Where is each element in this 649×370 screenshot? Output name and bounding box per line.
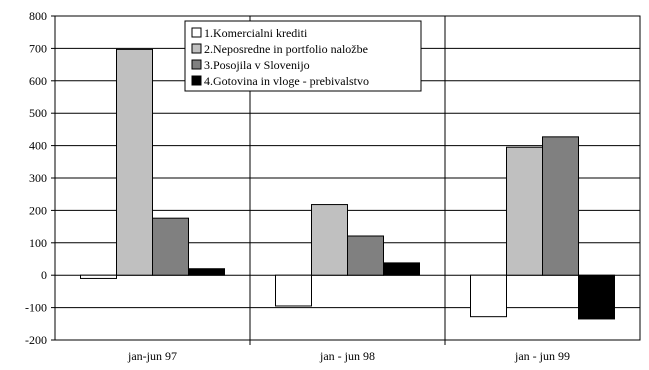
bar: [578, 274, 615, 320]
bar: [347, 235, 384, 276]
category-label: jan - jun 98: [319, 349, 375, 363]
y-tick-label: 700: [29, 41, 47, 55]
y-tick-label: 100: [29, 236, 47, 250]
bar: [188, 268, 225, 276]
y-axis-ticks: -200 -100 0 100 200 300 400 500 600 700 800: [25, 9, 55, 347]
y-tick-label: 0: [41, 268, 47, 282]
y-tick-label: 200: [29, 203, 47, 217]
y-tick-label: 400: [29, 139, 47, 153]
bar: [116, 48, 153, 276]
bar: [506, 146, 543, 276]
y-tick-label: 600: [29, 74, 47, 88]
legend-swatch: [191, 75, 202, 86]
legend-swatch: [191, 43, 202, 54]
legend-label: 2.Neposredne in portfolio naložbe: [204, 42, 368, 56]
legend-swatch: [191, 59, 202, 70]
legend-swatch: [191, 27, 202, 38]
legend-label: 4.Gotovina in vloge - prebivalstvo: [204, 74, 369, 88]
legend: 1.Komercialni krediti 2.Neposredne in por…: [184, 20, 422, 92]
y-tick-label: 300: [29, 171, 47, 185]
bar: [152, 217, 189, 276]
bar: [275, 274, 312, 307]
bar: [542, 136, 579, 276]
legend-label: 3.Posojila v Slovenijo: [204, 58, 310, 72]
bars: [80, 48, 615, 320]
bar: [470, 274, 507, 318]
bar: [383, 262, 420, 276]
legend-label: 1.Komercialni krediti: [204, 26, 308, 40]
y-tick-label: -200: [25, 333, 47, 347]
x-axis-categories: jan-jun 97 jan - jun 98 jan - jun 99: [127, 349, 570, 363]
y-tick-label: -100: [25, 301, 47, 315]
bar: [80, 274, 117, 279]
legend-box: [184, 20, 422, 92]
bar: [311, 204, 348, 276]
category-label: jan-jun 97: [127, 349, 177, 363]
y-tick-label: 800: [29, 9, 47, 23]
y-tick-label: 500: [29, 106, 47, 120]
category-label: jan - jun 99: [514, 349, 570, 363]
